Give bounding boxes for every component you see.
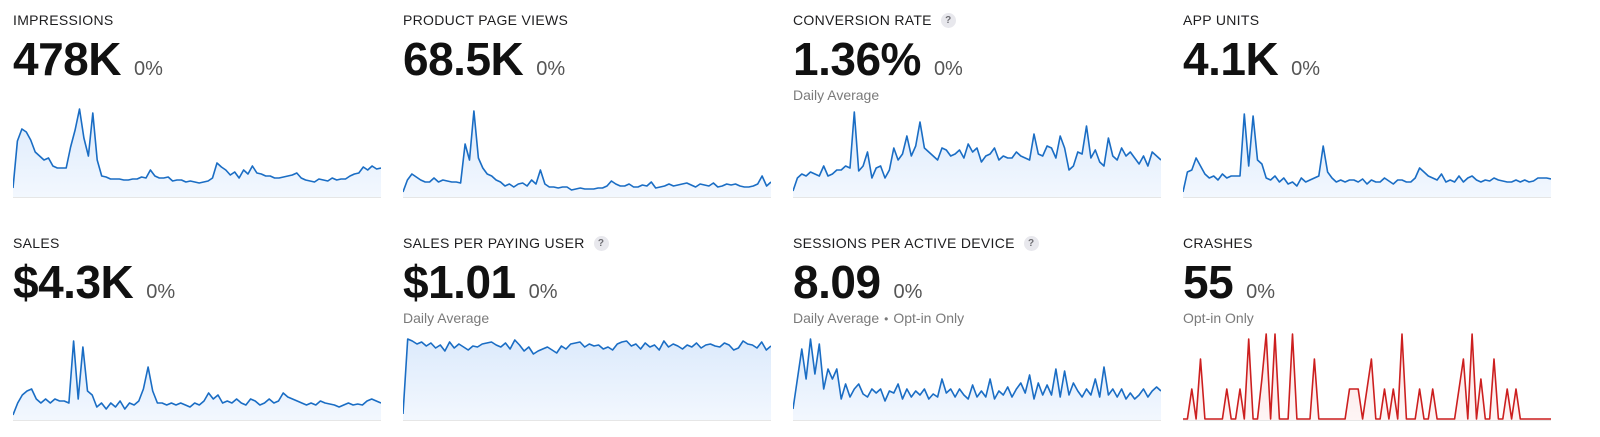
sparkline-svg (403, 338, 771, 421)
metric-title-text: PRODUCT PAGE VIEWS (403, 12, 569, 28)
metric-value-row: 1.36% 0% (793, 36, 963, 82)
metric-card-crashes[interactable]: CRASHES 55 0% Opt-in Only (1183, 223, 1557, 433)
metric-value: 8.09 (793, 256, 881, 308)
sparkline-chart[interactable] (1183, 102, 1557, 202)
metric-title-text: APP UNITS (1183, 12, 1260, 28)
sparkline-area (403, 111, 771, 198)
metric-value-row: 8.09 0% (793, 259, 922, 305)
metric-value-row: $4.3K 0% (13, 259, 175, 305)
help-icon[interactable]: ? (593, 235, 609, 251)
separator-dot: • (884, 312, 889, 326)
metric-card-product-page-views[interactable]: PRODUCT PAGE VIEWS 68.5K 0% (403, 0, 777, 210)
sparkline-svg (1183, 333, 1551, 421)
metric-subtitle-text: Daily Average (403, 310, 490, 326)
metric-value: 478K (13, 33, 121, 85)
metric-subtitle-text: Daily Average (793, 310, 880, 326)
sparkline-line (793, 111, 1161, 192)
sparkline-chart[interactable] (13, 325, 387, 425)
sparkline-line (13, 108, 381, 189)
sparkline-svg (403, 110, 771, 198)
sparkline-chart[interactable] (793, 102, 1167, 202)
metric-title: SALES (13, 235, 60, 251)
metric-title: APP UNITS (1183, 12, 1259, 28)
metric-value-row: $1.01 0% (403, 259, 558, 305)
metric-change: 0% (528, 281, 558, 303)
sparkline-area (13, 341, 381, 421)
sparkline-area (1183, 114, 1551, 198)
metric-title-text: CONVERSION RATE (793, 12, 932, 28)
sparkline-line (13, 340, 381, 416)
metric-subtitle-text: Daily Average (793, 87, 880, 103)
sparkline-area (13, 109, 381, 198)
metric-card-sales-per-paying-user[interactable]: SALES PER PAYING USER? $1.01 0% Daily Avera… (403, 223, 777, 433)
metric-value-row: 68.5K 0% (403, 36, 565, 82)
metric-title: SESSIONS PER ACTIVE DEVICE? (793, 235, 1039, 251)
metric-value-row: 478K 0% (13, 36, 163, 82)
sparkline-chart[interactable] (1183, 325, 1557, 425)
metric-subtitle: Daily Average • Opt-in Only (793, 310, 964, 326)
sparkline-chart[interactable] (13, 102, 387, 202)
metric-subtitle: Opt-in Only (1183, 310, 1254, 326)
metric-title: PRODUCT PAGE VIEWS (403, 12, 568, 28)
sparkline-chart[interactable] (793, 325, 1167, 425)
sparkline-area (793, 112, 1161, 198)
metric-subtitle-text: Opt-in Only (1183, 310, 1254, 326)
sparkline-svg (793, 338, 1161, 421)
metric-value: $4.3K (13, 256, 134, 308)
metric-card-app-units[interactable]: APP UNITS 4.1K 0% (1183, 0, 1557, 210)
metric-card-impressions[interactable]: IMPRESSIONS 478K 0% (13, 0, 387, 210)
metric-value-row: 4.1K 0% (1183, 36, 1320, 82)
sparkline-svg (13, 340, 381, 421)
metric-title-text: CRASHES (1183, 235, 1253, 251)
sparkline-chart[interactable] (403, 325, 777, 425)
sparkline-line (1183, 113, 1551, 193)
metric-value: 55 (1183, 256, 1234, 308)
metric-value: 1.36% (793, 33, 921, 85)
metric-change: 0% (933, 58, 963, 80)
sparkline-line (1183, 333, 1551, 420)
metric-subtitle: Daily Average (793, 87, 879, 103)
sparkline-area (403, 339, 771, 421)
metric-change: 0% (1291, 58, 1321, 80)
sparkline-line (403, 110, 771, 193)
metric-subtitle-text: Opt-in Only (893, 310, 965, 326)
sparkline-area (793, 339, 1161, 421)
metric-card-conversion-rate[interactable]: CONVERSION RATE? 1.36% 0% Daily Average (793, 0, 1167, 210)
metric-value-row: 55 0% (1183, 259, 1275, 305)
metric-card-sales[interactable]: SALES $4.3K 0% (13, 223, 387, 433)
metric-title-text: SESSIONS PER ACTIVE DEVICE (793, 235, 1015, 251)
metric-change: 0% (1246, 281, 1276, 303)
metric-title: IMPRESSIONS (13, 12, 114, 28)
metric-title-text: IMPRESSIONS (13, 12, 114, 28)
help-icon[interactable]: ? (1023, 235, 1039, 251)
metric-card-sessions-per-active-device[interactable]: SESSIONS PER ACTIVE DEVICE? 8.09 0% Daily A… (793, 223, 1167, 433)
metric-change: 0% (893, 281, 923, 303)
sparkline-line (403, 338, 771, 415)
metric-value: 68.5K (403, 33, 524, 85)
metric-change: 0% (536, 58, 566, 80)
metric-title: CRASHES (1183, 235, 1253, 251)
sparkline-svg (13, 108, 381, 198)
sparkline-svg (1183, 113, 1551, 198)
sparkline-svg (793, 111, 1161, 198)
metric-value: $1.01 (403, 256, 516, 308)
metric-subtitle: Daily Average (403, 310, 489, 326)
metric-title: SALES PER PAYING USER? (403, 235, 609, 251)
metric-title: CONVERSION RATE? (793, 12, 956, 28)
metric-value: 4.1K (1183, 33, 1279, 85)
sparkline-area (1183, 334, 1551, 421)
sparkline-line (793, 338, 1161, 410)
metric-change: 0% (146, 281, 176, 303)
metric-title-text: SALES (13, 235, 60, 251)
help-icon[interactable]: ? (940, 12, 956, 28)
metric-title-text: SALES PER PAYING USER (403, 235, 585, 251)
metric-change: 0% (133, 58, 163, 80)
sparkline-chart[interactable] (403, 102, 777, 202)
